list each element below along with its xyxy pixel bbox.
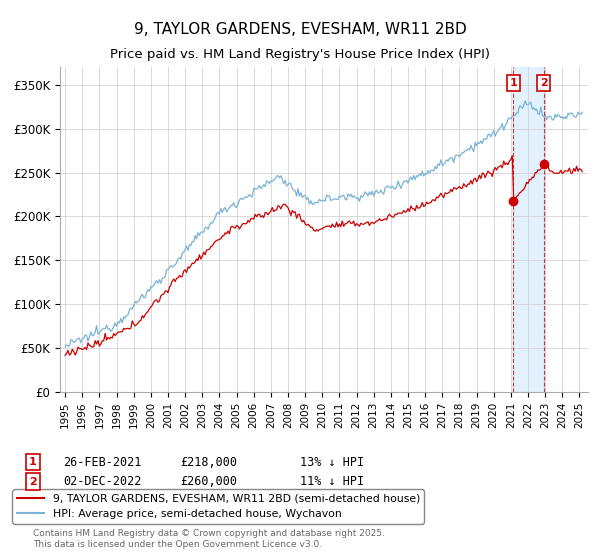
Text: 02-DEC-2022: 02-DEC-2022: [63, 475, 142, 488]
Text: 2: 2: [29, 477, 37, 487]
Text: Contains HM Land Registry data © Crown copyright and database right 2025.
This d: Contains HM Land Registry data © Crown c…: [33, 529, 385, 549]
Text: £260,000: £260,000: [180, 475, 237, 488]
Text: 26-FEB-2021: 26-FEB-2021: [63, 455, 142, 469]
Text: 11% ↓ HPI: 11% ↓ HPI: [300, 475, 364, 488]
Bar: [514, 67, 544, 392]
Text: 1: 1: [509, 78, 517, 88]
Text: 9, TAYLOR GARDENS, EVESHAM, WR11 2BD: 9, TAYLOR GARDENS, EVESHAM, WR11 2BD: [134, 22, 466, 38]
Text: £218,000: £218,000: [180, 455, 237, 469]
Text: 13% ↓ HPI: 13% ↓ HPI: [300, 455, 364, 469]
Text: 2: 2: [540, 78, 548, 88]
Text: 1: 1: [29, 457, 37, 467]
Legend: 9, TAYLOR GARDENS, EVESHAM, WR11 2BD (semi-detached house), HPI: Average price, : 9, TAYLOR GARDENS, EVESHAM, WR11 2BD (se…: [13, 489, 424, 524]
Text: Price paid vs. HM Land Registry's House Price Index (HPI): Price paid vs. HM Land Registry's House …: [110, 48, 490, 60]
